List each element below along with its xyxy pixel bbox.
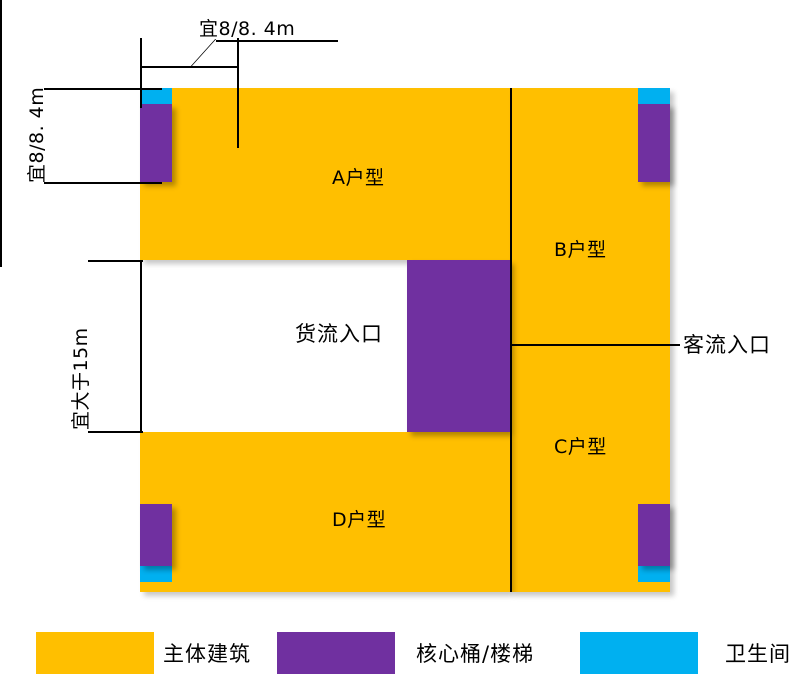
core-stair-bottom-left bbox=[140, 504, 172, 566]
dimension-label-left-middle: 宜大于15m bbox=[70, 327, 92, 430]
unit-label-a: A户型 bbox=[332, 167, 385, 189]
core-stair-bottom-right bbox=[638, 504, 670, 566]
dimension-tick-top-right bbox=[237, 38, 239, 148]
legend-swatch-core-stairs bbox=[277, 632, 395, 674]
core-stair-center bbox=[407, 260, 510, 432]
wing-split-line bbox=[510, 88, 512, 592]
notch-inner-edge bbox=[140, 260, 142, 432]
unit-label-d: D户型 bbox=[332, 509, 387, 531]
legend-swatch-main-building bbox=[36, 632, 154, 674]
dimension-tick-left-upper-bottom bbox=[44, 182, 162, 184]
building-mass-unit-a bbox=[140, 88, 510, 260]
dimension-line-left-upper bbox=[0, 0, 2, 95]
dimension-label-top: 宜8/8. 4m bbox=[199, 18, 296, 40]
unit-label-c: C户型 bbox=[554, 436, 607, 458]
floor-plan-diagram: 宜8/8. 4m 宜8/8. 4m 宜大于15m A户型 B户型 C户型 D户型… bbox=[0, 0, 771, 592]
dimension-leader-top bbox=[216, 40, 338, 42]
legend-label-restroom: 卫生间 bbox=[725, 642, 791, 666]
core-stair-top-left bbox=[140, 104, 172, 182]
dimension-line-left-middle bbox=[0, 95, 2, 267]
legend: 主体建筑 核心桶/楼梯 卫生间 bbox=[0, 610, 804, 685]
legend-label-core-stairs: 核心桶/楼梯 bbox=[416, 642, 535, 666]
legend-swatch-restroom bbox=[580, 632, 698, 674]
core-stair-top-right bbox=[638, 104, 670, 182]
unit-label-b: B户型 bbox=[554, 239, 607, 261]
dimension-tick-left-upper-top bbox=[44, 88, 162, 90]
legend-label-main-building: 主体建筑 bbox=[163, 642, 251, 666]
dimension-line-top bbox=[140, 66, 239, 68]
cargo-entrance-label: 货流入口 bbox=[295, 322, 383, 346]
dimension-tick-left-middle-top bbox=[88, 260, 143, 262]
restroom-bottom-right bbox=[638, 566, 670, 582]
guest-entrance-leader-line bbox=[510, 344, 680, 346]
dimension-tick-top-left bbox=[140, 38, 142, 108]
restroom-top-right bbox=[638, 88, 670, 104]
building-mass-unit-d bbox=[140, 432, 510, 592]
dimension-label-left-upper: 宜8/8. 4m bbox=[26, 86, 48, 183]
dimension-tick-left-middle-bottom bbox=[88, 431, 143, 433]
restroom-bottom-left bbox=[140, 566, 172, 582]
restroom-top-left bbox=[140, 88, 172, 104]
guest-entrance-label: 客流入口 bbox=[683, 333, 771, 357]
